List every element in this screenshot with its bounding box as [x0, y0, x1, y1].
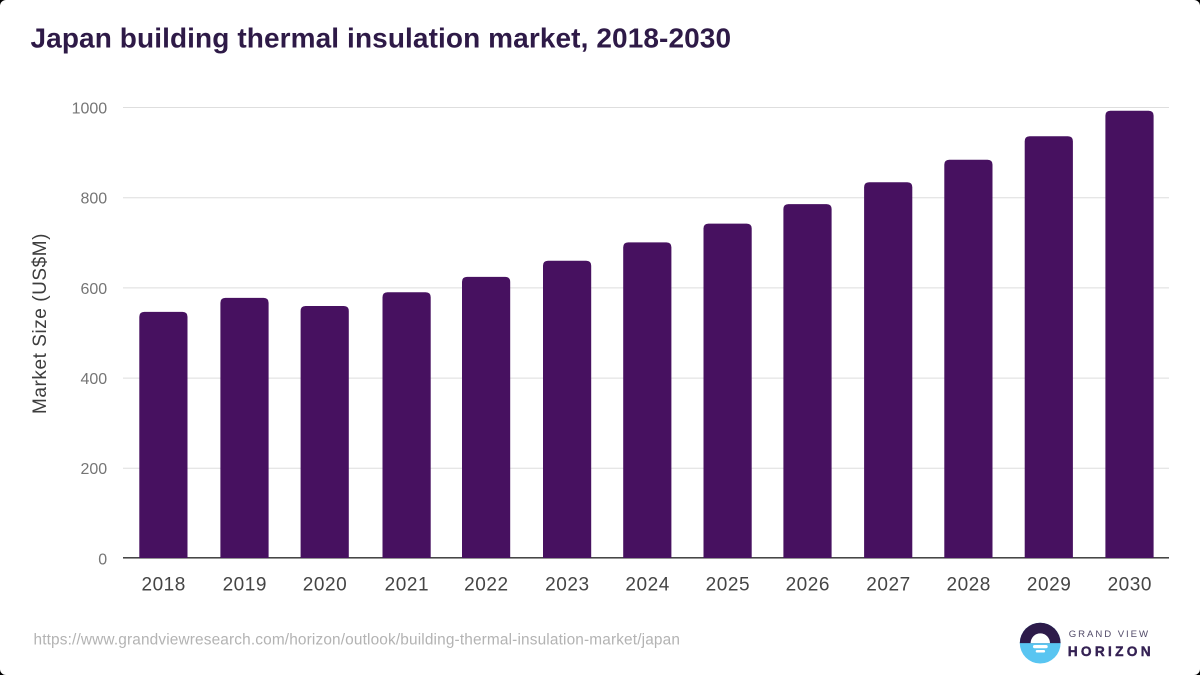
svg-text:2020: 2020	[303, 574, 347, 595]
svg-text:2019: 2019	[223, 574, 267, 595]
svg-text:2025: 2025	[706, 574, 750, 595]
svg-text:Market Size (US$M): Market Size (US$M)	[30, 233, 51, 414]
svg-text:GRAND VIEW: GRAND VIEW	[1069, 629, 1150, 640]
svg-text:200: 200	[80, 461, 107, 478]
svg-text:2030: 2030	[1108, 574, 1152, 595]
svg-text:2026: 2026	[786, 574, 830, 595]
svg-text:2023: 2023	[545, 574, 589, 595]
svg-text:2018: 2018	[141, 574, 185, 595]
svg-text:400: 400	[80, 371, 107, 388]
svg-text:2029: 2029	[1027, 574, 1071, 595]
svg-text:1000: 1000	[72, 100, 108, 117]
svg-text:2022: 2022	[464, 574, 508, 595]
svg-text:2021: 2021	[385, 574, 429, 595]
svg-text:HORIZON: HORIZON	[1068, 644, 1154, 659]
svg-text:2028: 2028	[946, 574, 990, 595]
svg-text:2024: 2024	[625, 574, 669, 595]
svg-text:800: 800	[80, 191, 107, 208]
svg-text:https://www.grandviewresearch.: https://www.grandviewresearch.com/horizo…	[34, 632, 681, 649]
svg-text:Japan building thermal insulat: Japan building thermal insulation market…	[31, 22, 732, 53]
svg-text:2027: 2027	[866, 574, 910, 595]
svg-text:600: 600	[80, 281, 107, 298]
svg-text:0: 0	[98, 551, 107, 568]
